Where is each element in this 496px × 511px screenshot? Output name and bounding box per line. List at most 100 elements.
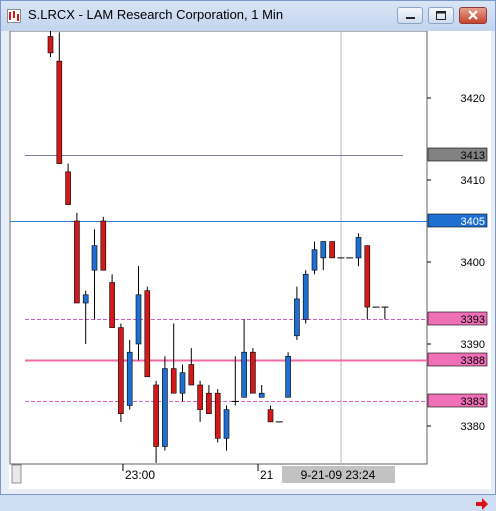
candle-11: [135, 266, 142, 361]
price-tag-3393: [427, 311, 488, 326]
candle-15: [170, 323, 177, 394]
minimize-icon: [406, 17, 415, 19]
maximize-button[interactable]: [428, 7, 454, 24]
candle-body-up: [311, 249, 318, 271]
scroll-left-handle: [11, 464, 22, 484]
candle-body-up: [126, 351, 133, 406]
title-bar[interactable]: S.LRCX - LAM Research Corporation, 1 Min: [1, 1, 495, 31]
cursor-time-box: [282, 466, 395, 483]
chart-app-icon: [7, 9, 21, 23]
candle-body-down: [197, 384, 203, 410]
close-button[interactable]: [459, 7, 487, 24]
candle-28: [285, 352, 291, 398]
candle-body-down: [47, 36, 54, 54]
candle-1: [47, 31, 54, 57]
x-tick-label-1: 23:00: [125, 468, 155, 482]
candle-14: [162, 356, 168, 451]
candle-body-up: [258, 392, 265, 398]
candle-24: [250, 348, 256, 394]
candle-body-down: [364, 245, 371, 308]
price-tag-label-3405: 3405: [461, 216, 485, 228]
candle-body-up: [302, 274, 309, 320]
price-tag-3405: [427, 213, 488, 228]
candle-32: [320, 241, 327, 271]
candle-body-down: [206, 392, 212, 415]
candle-3: [65, 163, 71, 205]
candle-body-down: [118, 327, 124, 415]
candle-body-down: [267, 409, 274, 423]
candle-body-up: [135, 294, 142, 345]
candle-body-up: [285, 355, 291, 398]
candle-5: [82, 290, 89, 344]
y-tick-label-3390: 3390: [461, 339, 485, 351]
candle-body-down: [144, 290, 151, 378]
candle-20: [214, 389, 221, 443]
candle-12: [144, 286, 151, 378]
candle-body-up: [241, 351, 247, 398]
candle-22: [231, 356, 239, 406]
close-icon: [468, 10, 478, 20]
candle-10: [126, 339, 133, 410]
candle-body-down: [170, 368, 177, 394]
candle-29: [294, 286, 300, 340]
candle-body-down: [250, 351, 256, 394]
candle-33: [329, 241, 335, 259]
candle-body-up: [320, 241, 327, 259]
candle-18: [197, 380, 203, 422]
price-tag-label-3413: 3413: [461, 150, 485, 162]
y-tick-label-3400: 3400: [461, 257, 485, 269]
price-tag-3388: [427, 352, 488, 367]
cursor-time-label: 9-21-09 23:24: [301, 468, 376, 482]
price-tag-3383: [427, 393, 488, 408]
y-tick-label-3380: 3380: [461, 421, 485, 433]
candle-17: [188, 348, 195, 386]
candle-body-down: [214, 392, 221, 439]
price-tag-3413: [427, 147, 488, 162]
candle-8: [109, 274, 115, 328]
candle-body-up: [294, 298, 300, 337]
chart-client-area[interactable]: 3420 3410 3400 3390 3380 3413 3405 3393 3388 338…: [9, 31, 491, 510]
candle-body-up: [91, 245, 98, 271]
candle-37: [364, 245, 371, 320]
candle-body-down: [56, 60, 63, 164]
candle-9: [118, 323, 124, 422]
maximize-icon: [436, 11, 446, 20]
candle-body-up: [82, 294, 89, 304]
price-tag-label-3383: 3383: [461, 396, 485, 408]
minimize-button[interactable]: [397, 7, 423, 24]
candle-body-down: [65, 171, 71, 205]
candle-26: [267, 405, 274, 423]
y-tick-label-3410: 3410: [461, 175, 485, 187]
candle-body-up: [223, 409, 230, 439]
scroll-right-arrow-icon[interactable]: [475, 497, 489, 511]
price-tag-label-3388: 3388: [461, 355, 485, 367]
candle-23: [241, 319, 247, 398]
candle-body-up: [162, 368, 168, 447]
candle-16: [179, 364, 186, 402]
candle-30: [302, 270, 309, 324]
candle-body-down: [74, 220, 80, 304]
candle-4: [74, 212, 80, 304]
candle-21: [223, 405, 230, 451]
candle-25: [258, 385, 265, 398]
candle-7: [100, 216, 107, 271]
candle-body-down: [188, 364, 195, 386]
candle-19: [206, 385, 212, 415]
candle-body-down: [109, 282, 115, 328]
candle-2: [56, 32, 63, 164]
candle-body-up: [355, 237, 362, 259]
candle-body-down: [100, 220, 107, 271]
candle-body-down: [329, 241, 335, 259]
candle-6: [91, 229, 98, 320]
candle-13: [153, 380, 159, 463]
x-tick-label-2: 21: [260, 468, 274, 482]
window-title: S.LRCX - LAM Research Corporation, 1 Min: [28, 7, 284, 22]
y-tick-label-3420: 3420: [461, 93, 485, 105]
candle-body-down: [153, 384, 159, 447]
candlestick-chart[interactable]: 3420 3410 3400 3390 3380 3413 3405 3393 3388 338…: [9, 31, 491, 489]
candle-36: [355, 233, 362, 267]
price-tag-label-3393: 3393: [461, 314, 485, 326]
candle-39: [381, 306, 389, 320]
candle-body-up: [179, 372, 186, 394]
